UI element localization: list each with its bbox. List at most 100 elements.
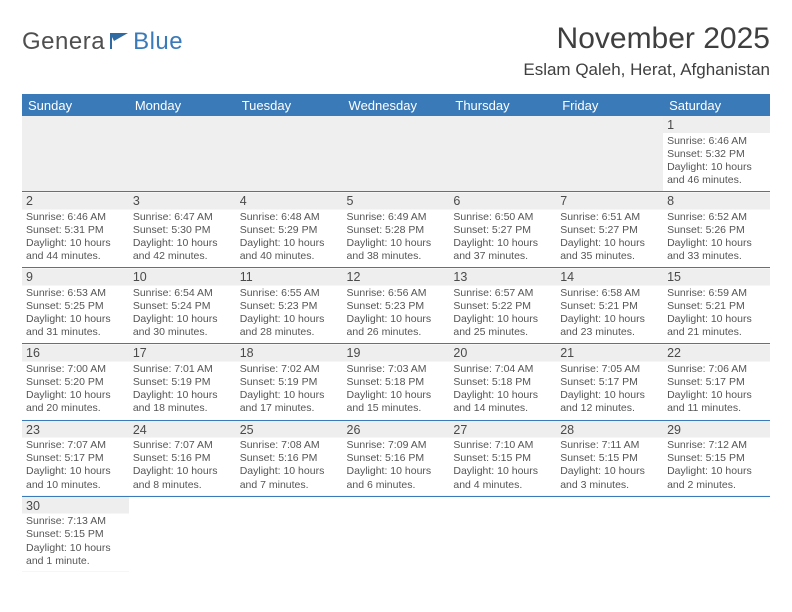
calendar-cell xyxy=(556,116,663,192)
sunset: Sunset: 5:18 PM xyxy=(453,376,552,389)
day-info: Sunrise: 7:02 AMSunset: 5:19 PMDaylight:… xyxy=(240,363,339,416)
daylight: Daylight: 10 hours and 42 minutes. xyxy=(133,237,232,263)
day-info: Sunrise: 6:57 AMSunset: 5:22 PMDaylight:… xyxy=(453,287,552,340)
daylight: Daylight: 10 hours and 1 minute. xyxy=(26,542,125,568)
calendar-cell xyxy=(449,116,556,192)
calendar-cell: 27Sunrise: 7:10 AMSunset: 5:15 PMDayligh… xyxy=(449,420,556,496)
calendar-cell: 15Sunrise: 6:59 AMSunset: 5:21 PMDayligh… xyxy=(663,268,770,344)
calendar-row: 1Sunrise: 6:46 AMSunset: 5:32 PMDaylight… xyxy=(22,116,770,192)
sunset: Sunset: 5:17 PM xyxy=(667,376,766,389)
sunrise: Sunrise: 6:58 AM xyxy=(560,287,659,300)
calendar-cell xyxy=(556,496,663,572)
day-info: Sunrise: 7:09 AMSunset: 5:16 PMDaylight:… xyxy=(347,439,446,492)
sunrise: Sunrise: 7:00 AM xyxy=(26,363,125,376)
daylight: Daylight: 10 hours and 7 minutes. xyxy=(240,465,339,491)
day-info: Sunrise: 7:12 AMSunset: 5:15 PMDaylight:… xyxy=(667,439,766,492)
day-number: 18 xyxy=(240,346,339,362)
daylight: Daylight: 10 hours and 10 minutes. xyxy=(26,465,125,491)
calendar-row: 30Sunrise: 7:13 AMSunset: 5:15 PMDayligh… xyxy=(22,496,770,572)
day-info: Sunrise: 6:46 AMSunset: 5:31 PMDaylight:… xyxy=(26,211,125,264)
calendar-cell: 26Sunrise: 7:09 AMSunset: 5:16 PMDayligh… xyxy=(343,420,450,496)
day-number: 10 xyxy=(133,270,232,286)
calendar-cell: 5Sunrise: 6:49 AMSunset: 5:28 PMDaylight… xyxy=(343,192,450,268)
sunrise: Sunrise: 6:51 AM xyxy=(560,211,659,224)
sunset: Sunset: 5:19 PM xyxy=(240,376,339,389)
calendar-cell: 11Sunrise: 6:55 AMSunset: 5:23 PMDayligh… xyxy=(236,268,343,344)
sunrise: Sunrise: 7:07 AM xyxy=(26,439,125,452)
calendar-cell: 2Sunrise: 6:46 AMSunset: 5:31 PMDaylight… xyxy=(22,192,129,268)
sunset: Sunset: 5:32 PM xyxy=(667,148,766,161)
day-info: Sunrise: 6:50 AMSunset: 5:27 PMDaylight:… xyxy=(453,211,552,264)
sunset: Sunset: 5:16 PM xyxy=(347,452,446,465)
day-info: Sunrise: 7:10 AMSunset: 5:15 PMDaylight:… xyxy=(453,439,552,492)
weekday-header: Wednesday xyxy=(343,94,450,116)
calendar-cell xyxy=(449,496,556,572)
calendar-cell: 9Sunrise: 6:53 AMSunset: 5:25 PMDaylight… xyxy=(22,268,129,344)
sunset: Sunset: 5:16 PM xyxy=(133,452,232,465)
sunrise: Sunrise: 6:46 AM xyxy=(667,135,766,148)
calendar-cell: 24Sunrise: 7:07 AMSunset: 5:16 PMDayligh… xyxy=(129,420,236,496)
daylight: Daylight: 10 hours and 12 minutes. xyxy=(560,389,659,415)
calendar-cell: 8Sunrise: 6:52 AMSunset: 5:26 PMDaylight… xyxy=(663,192,770,268)
daylight: Daylight: 10 hours and 44 minutes. xyxy=(26,237,125,263)
calendar-cell: 21Sunrise: 7:05 AMSunset: 5:17 PMDayligh… xyxy=(556,344,663,420)
day-number: 15 xyxy=(667,270,766,286)
daylight: Daylight: 10 hours and 15 minutes. xyxy=(347,389,446,415)
sunset: Sunset: 5:22 PM xyxy=(453,300,552,313)
daylight: Daylight: 10 hours and 20 minutes. xyxy=(26,389,125,415)
day-number: 24 xyxy=(133,423,232,439)
sunset: Sunset: 5:15 PM xyxy=(560,452,659,465)
day-info: Sunrise: 7:01 AMSunset: 5:19 PMDaylight:… xyxy=(133,363,232,416)
sunrise: Sunrise: 6:46 AM xyxy=(26,211,125,224)
day-info: Sunrise: 6:53 AMSunset: 5:25 PMDaylight:… xyxy=(26,287,125,340)
sunset: Sunset: 5:27 PM xyxy=(453,224,552,237)
sunrise: Sunrise: 6:50 AM xyxy=(453,211,552,224)
sunrise: Sunrise: 7:09 AM xyxy=(347,439,446,452)
sunrise: Sunrise: 7:04 AM xyxy=(453,363,552,376)
day-info: Sunrise: 7:00 AMSunset: 5:20 PMDaylight:… xyxy=(26,363,125,416)
calendar-cell: 13Sunrise: 6:57 AMSunset: 5:22 PMDayligh… xyxy=(449,268,556,344)
daylight: Daylight: 10 hours and 35 minutes. xyxy=(560,237,659,263)
day-info: Sunrise: 7:06 AMSunset: 5:17 PMDaylight:… xyxy=(667,363,766,416)
logo-text-2: Blue xyxy=(133,28,183,56)
day-number: 28 xyxy=(560,423,659,439)
daylight: Daylight: 10 hours and 46 minutes. xyxy=(667,161,766,187)
daylight: Daylight: 10 hours and 26 minutes. xyxy=(347,313,446,339)
calendar-cell xyxy=(22,116,129,192)
sunrise: Sunrise: 7:10 AM xyxy=(453,439,552,452)
daylight: Daylight: 10 hours and 6 minutes. xyxy=(347,465,446,491)
logo-text-1: Genera xyxy=(22,28,105,56)
day-info: Sunrise: 6:56 AMSunset: 5:23 PMDaylight:… xyxy=(347,287,446,340)
sunrise: Sunrise: 6:49 AM xyxy=(347,211,446,224)
calendar-cell: 14Sunrise: 6:58 AMSunset: 5:21 PMDayligh… xyxy=(556,268,663,344)
sunset: Sunset: 5:29 PM xyxy=(240,224,339,237)
daylight: Daylight: 10 hours and 31 minutes. xyxy=(26,313,125,339)
calendar-cell: 18Sunrise: 7:02 AMSunset: 5:19 PMDayligh… xyxy=(236,344,343,420)
header: Genera Blue November 2025 Eslam Qaleh, H… xyxy=(22,22,770,80)
sunrise: Sunrise: 7:02 AM xyxy=(240,363,339,376)
calendar-cell: 10Sunrise: 6:54 AMSunset: 5:24 PMDayligh… xyxy=(129,268,236,344)
calendar-cell xyxy=(236,116,343,192)
day-number: 5 xyxy=(347,194,446,210)
calendar-cell: 12Sunrise: 6:56 AMSunset: 5:23 PMDayligh… xyxy=(343,268,450,344)
calendar-row: 23Sunrise: 7:07 AMSunset: 5:17 PMDayligh… xyxy=(22,420,770,496)
daylight: Daylight: 10 hours and 8 minutes. xyxy=(133,465,232,491)
sunrise: Sunrise: 6:48 AM xyxy=(240,211,339,224)
logo-flag-icon xyxy=(110,31,130,54)
daylight: Daylight: 10 hours and 11 minutes. xyxy=(667,389,766,415)
sunrise: Sunrise: 7:13 AM xyxy=(26,515,125,528)
sunrise: Sunrise: 6:52 AM xyxy=(667,211,766,224)
day-info: Sunrise: 6:54 AMSunset: 5:24 PMDaylight:… xyxy=(133,287,232,340)
sunset: Sunset: 5:17 PM xyxy=(26,452,125,465)
day-number: 17 xyxy=(133,346,232,362)
day-number: 11 xyxy=(240,270,339,286)
day-info: Sunrise: 6:47 AMSunset: 5:30 PMDaylight:… xyxy=(133,211,232,264)
daylight: Daylight: 10 hours and 37 minutes. xyxy=(453,237,552,263)
sunset: Sunset: 5:20 PM xyxy=(26,376,125,389)
calendar-cell: 25Sunrise: 7:08 AMSunset: 5:16 PMDayligh… xyxy=(236,420,343,496)
day-info: Sunrise: 7:07 AMSunset: 5:16 PMDaylight:… xyxy=(133,439,232,492)
calendar-cell xyxy=(129,496,236,572)
day-info: Sunrise: 7:11 AMSunset: 5:15 PMDaylight:… xyxy=(560,439,659,492)
day-number: 21 xyxy=(560,346,659,362)
calendar-cell: 1Sunrise: 6:46 AMSunset: 5:32 PMDaylight… xyxy=(663,116,770,192)
